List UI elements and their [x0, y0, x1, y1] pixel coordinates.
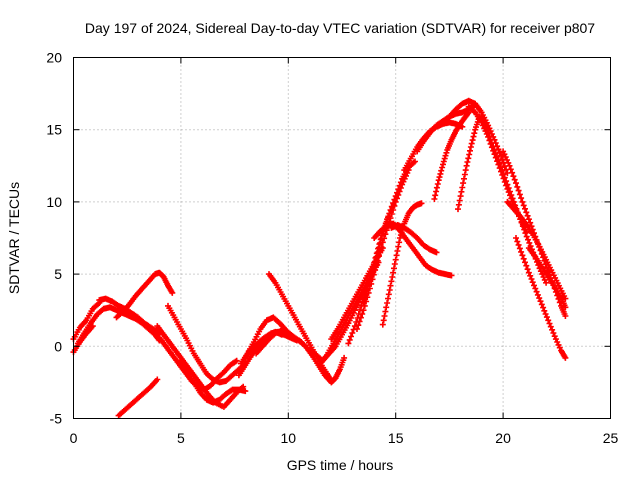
series-track-14	[242, 328, 285, 361]
data-point-markers	[379, 200, 425, 328]
y-tick-label: 0	[54, 338, 62, 354]
data-point-markers	[177, 357, 249, 406]
series-track-04	[96, 295, 163, 338]
data-point-markers	[455, 113, 483, 213]
series-track-36	[525, 245, 569, 311]
series-track-09	[165, 302, 249, 386]
x-tick-label: 10	[281, 430, 297, 446]
series-track-24	[371, 220, 455, 279]
series-track-28	[431, 109, 472, 202]
data-point-markers	[431, 109, 472, 202]
series-track-05	[113, 269, 176, 321]
y-tick-label: 15	[46, 122, 62, 138]
data-point-markers	[113, 269, 176, 321]
x-tick-label: 20	[495, 430, 511, 446]
data-point-markers	[115, 376, 161, 419]
x-tick-label: 5	[177, 430, 185, 446]
data-point-markers	[96, 295, 163, 338]
series-track-06	[115, 376, 161, 419]
data-point-markers	[446, 97, 511, 176]
series-track-34	[504, 198, 569, 302]
series-track-35	[513, 235, 569, 361]
data-point-markers	[525, 245, 569, 311]
series-track-23	[379, 200, 425, 328]
series-track-15	[266, 271, 335, 384]
y-tick-label: 5	[54, 266, 62, 282]
series-track-10	[177, 357, 249, 406]
data-points	[70, 97, 569, 419]
x-tick-label: 25	[603, 430, 619, 446]
data-point-markers	[504, 198, 569, 302]
data-point-markers	[388, 222, 440, 256]
series-track-25	[388, 222, 440, 256]
y-tick-label: 20	[46, 50, 62, 66]
data-point-markers	[165, 302, 249, 386]
data-point-markers	[371, 220, 455, 279]
x-tick-label: 0	[70, 430, 78, 446]
series-track-30	[446, 97, 511, 176]
x-tick-label: 15	[388, 430, 404, 446]
x-axis-title: GPS time / hours	[287, 457, 394, 473]
series-track-29	[455, 113, 483, 213]
y-tick-label: 10	[46, 194, 62, 210]
data-point-markers	[242, 328, 285, 361]
plot-frame	[73, 57, 611, 419]
data-point-markers	[513, 235, 569, 361]
y-tick-label: -5	[50, 411, 63, 427]
y-axis-title: SDTVAR / TECUs	[6, 182, 22, 294]
data-point-markers	[266, 271, 335, 384]
chart-title: Day 197 of 2024, Sidereal Day-to-day VTE…	[85, 20, 595, 36]
axis-ticks: 0 5 10 15 20 25 -5 0 5 10 15 20	[46, 50, 618, 447]
